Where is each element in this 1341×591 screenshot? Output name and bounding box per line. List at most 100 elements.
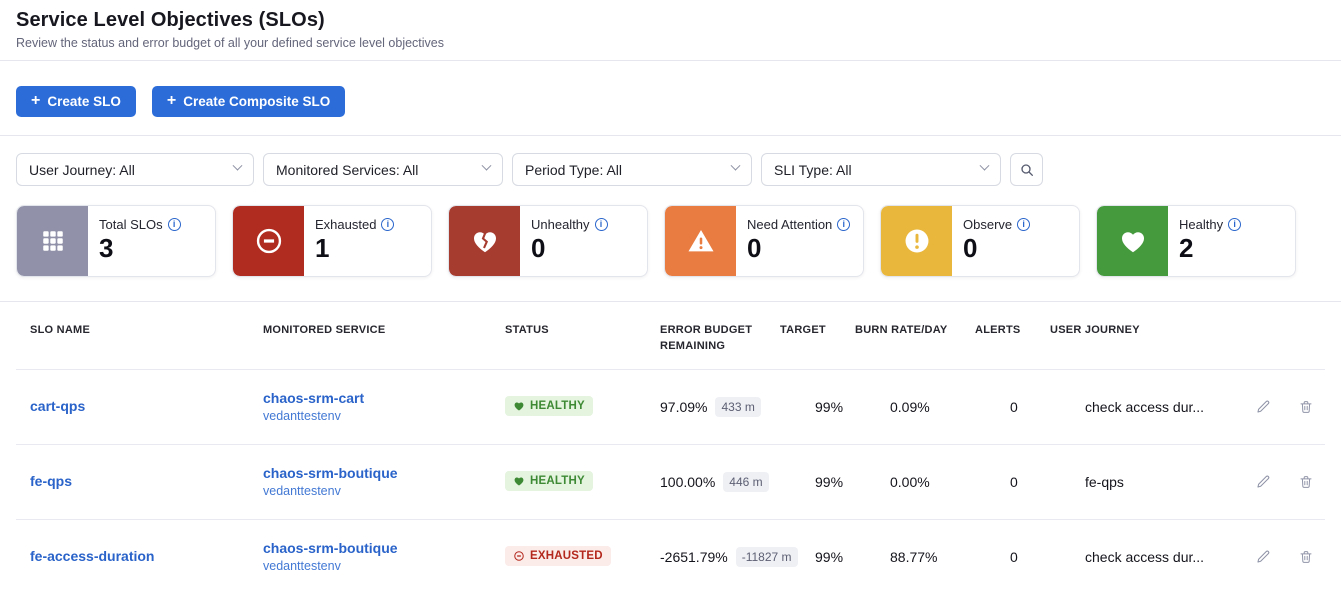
- info-icon[interactable]: i: [1017, 218, 1031, 231]
- user-journey-value: fe-qps: [1085, 473, 1124, 490]
- info-icon[interactable]: i: [594, 218, 608, 231]
- delete-button[interactable]: [1298, 473, 1314, 490]
- page-subtitle: Review the status and error budget of al…: [16, 36, 445, 50]
- table-row[interactable]: fe-qps chaos-srm-boutique vedanttestenv …: [16, 443, 1325, 519]
- slo-name-link[interactable]: cart-qps: [30, 397, 86, 414]
- minus-circle-icon: [514, 551, 524, 562]
- info-icon[interactable]: i: [167, 218, 181, 231]
- user-journey-filter[interactable]: User Journey: All: [16, 153, 254, 186]
- create-slo-button[interactable]: + Create SLO: [16, 86, 136, 117]
- info-icon[interactable]: i: [1228, 218, 1242, 231]
- error-budget-pct: -2651.79%: [660, 548, 728, 565]
- table-row[interactable]: cart-qps chaos-srm-cart vedanttestenv HE…: [16, 368, 1325, 444]
- minus-circle-icon: [256, 228, 281, 254]
- error-budget-pct: 97.09%: [660, 398, 708, 415]
- error-budget-pct: 100.00%: [660, 473, 716, 490]
- monitored-service-link[interactable]: chaos-srm-cart: [263, 390, 365, 407]
- grid-icon: [42, 231, 63, 251]
- col-error-budget-remaining: Error Budget Remaining: [660, 324, 753, 352]
- alerts-count: 0: [1010, 473, 1018, 490]
- card-icon-block: [233, 206, 304, 276]
- table-header: SLO Name Monitored Service Status Error …: [16, 302, 1325, 369]
- sli-type-filter[interactable]: SLI Type: All: [761, 153, 1001, 186]
- burn-rate-value: 0.09%: [890, 398, 930, 415]
- monitored-services-filter[interactable]: Monitored Services: All: [263, 153, 503, 186]
- card-need-attention[interactable]: Need Attention i 0: [664, 205, 864, 277]
- card-icon-block: [665, 206, 736, 276]
- slo-table: SLO Name Monitored Service Status Error …: [0, 302, 1341, 591]
- page-header: Service Level Objectives (SLOs) Review t…: [0, 0, 1341, 61]
- user-journey-filter-value: User Journey: All: [29, 161, 135, 178]
- chevron-down-icon: [979, 160, 990, 171]
- period-type-filter[interactable]: Period Type: All: [512, 153, 752, 186]
- create-slo-label: Create SLO: [47, 94, 121, 109]
- card-healthy[interactable]: Healthy i 2: [1096, 205, 1296, 277]
- col-alerts: Alerts: [975, 324, 1021, 336]
- card-icon-block: [17, 206, 88, 276]
- create-composite-slo-button[interactable]: + Create Composite SLO: [151, 86, 346, 117]
- card-observe[interactable]: Observe i 0: [880, 205, 1080, 277]
- delete-button[interactable]: [1298, 548, 1314, 565]
- card-unhealthy[interactable]: Unhealthy i 0: [448, 205, 648, 277]
- target-value: 99%: [815, 473, 844, 490]
- environment-label: vedanttestenv: [263, 409, 341, 424]
- col-user-journey: User Journey: [1050, 324, 1140, 336]
- card-label: Need Attention: [747, 217, 833, 232]
- monitored-services-filter-value: Monitored Services: All: [276, 161, 419, 178]
- burn-rate-value: 0.00%: [890, 473, 930, 490]
- heart-icon: [514, 402, 524, 411]
- chevron-down-icon: [481, 160, 492, 171]
- col-slo-name: SLO Name: [30, 324, 91, 336]
- broken-heart-icon: [473, 232, 496, 253]
- search-button[interactable]: [1010, 153, 1043, 186]
- status-badge: HEALTHY: [505, 471, 593, 492]
- target-value: 99%: [815, 548, 844, 565]
- user-journey-value: check access dur...: [1085, 398, 1205, 415]
- target-value: 99%: [815, 398, 844, 415]
- environment-label: vedanttestenv: [263, 484, 341, 499]
- slo-name-link[interactable]: fe-qps: [30, 472, 72, 489]
- alerts-count: 0: [1010, 548, 1018, 565]
- info-icon[interactable]: i: [381, 218, 395, 231]
- card-total-slos[interactable]: Total SLOs i 3: [16, 205, 216, 277]
- create-composite-slo-label: Create Composite SLO: [183, 94, 331, 109]
- edit-button[interactable]: [1255, 398, 1272, 415]
- pencil-icon: [1257, 550, 1270, 563]
- card-value: 0: [963, 233, 978, 263]
- page-title: Service Level Objectives (SLOs): [16, 9, 325, 31]
- table-row[interactable]: fe-access-duration chaos-srm-boutique ve…: [16, 518, 1325, 591]
- trash-icon: [1300, 551, 1312, 563]
- user-journey-value: check access dur...: [1085, 548, 1205, 565]
- trash-icon: [1300, 476, 1312, 488]
- status-badge: EXHAUSTED: [505, 546, 611, 567]
- trash-icon: [1300, 401, 1312, 413]
- error-budget-minutes-badge: 446 m: [723, 471, 769, 492]
- card-value: 0: [531, 233, 546, 263]
- monitored-service-link[interactable]: chaos-srm-boutique: [263, 540, 398, 557]
- card-value: 1: [315, 233, 330, 263]
- exclamation-circle-icon: [905, 229, 928, 253]
- card-exhausted[interactable]: Exhausted i 1: [232, 205, 432, 277]
- slo-name-link[interactable]: fe-access-duration: [30, 547, 155, 564]
- error-budget-minutes-badge: -11827 m: [735, 546, 798, 567]
- status-badge: HEALTHY: [505, 396, 593, 417]
- filters-bar: User Journey: All Monitored Services: Al…: [0, 136, 1341, 202]
- chevron-down-icon: [232, 160, 243, 171]
- toolbar: + Create SLO + Create Composite SLO: [0, 61, 1341, 136]
- sli-type-filter-value: SLI Type: All: [774, 161, 852, 178]
- card-icon-block: [449, 206, 520, 276]
- search-icon: [1020, 163, 1033, 176]
- pencil-icon: [1257, 475, 1270, 488]
- edit-button[interactable]: [1255, 548, 1272, 565]
- heart-icon: [1121, 232, 1144, 253]
- card-value: 2: [1179, 233, 1194, 263]
- card-label: Exhausted: [315, 217, 377, 232]
- monitored-service-link[interactable]: chaos-srm-boutique: [263, 465, 398, 482]
- card-value: 0: [747, 233, 762, 263]
- info-icon[interactable]: i: [837, 218, 851, 231]
- delete-button[interactable]: [1298, 398, 1314, 415]
- heart-icon: [514, 477, 524, 486]
- status-label: EXHAUSTED: [530, 550, 603, 563]
- edit-button[interactable]: [1255, 473, 1272, 490]
- card-label: Observe: [963, 217, 1013, 232]
